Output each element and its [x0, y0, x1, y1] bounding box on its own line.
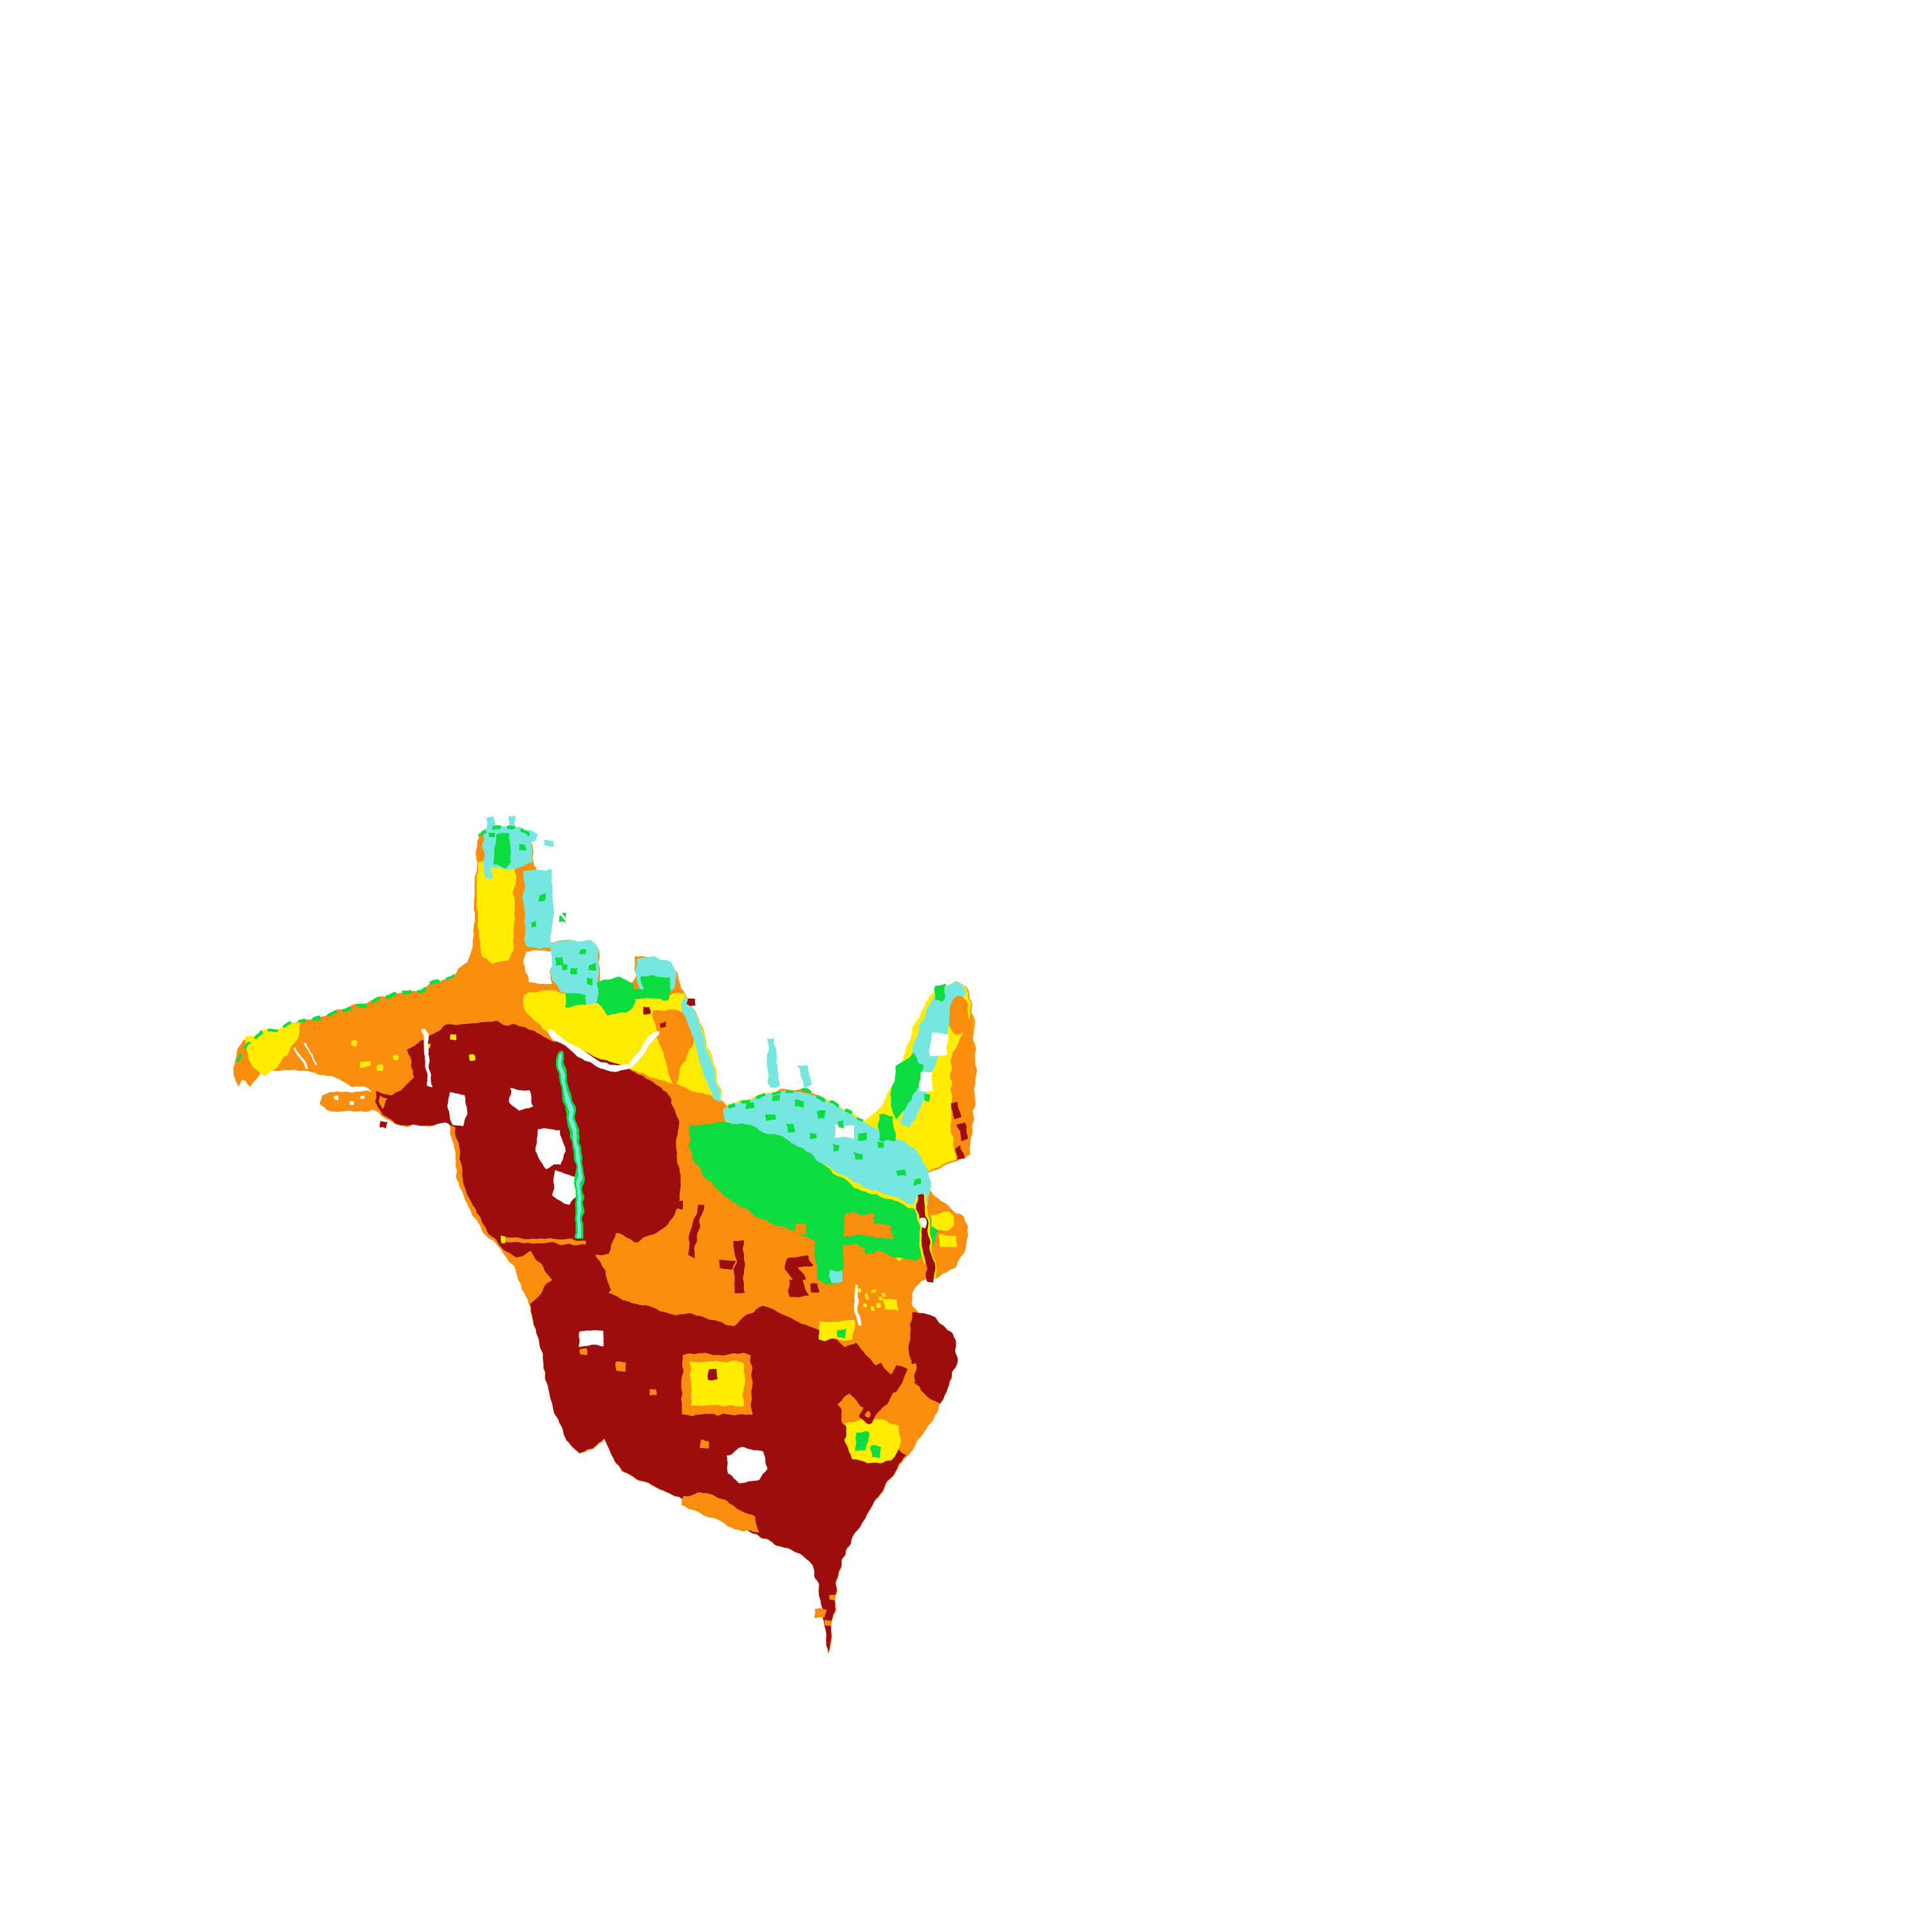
map-raster-group: [234, 816, 976, 1654]
region-dark-red-west-central: [382, 1022, 681, 1305]
river-white-road: [548, 1028, 661, 1072]
dark-red-donut-hole: [864, 1412, 870, 1418]
region-orange-wedge-in-fields: [652, 1009, 696, 1086]
breakwater-orange-core: [503, 1237, 586, 1245]
orange-oval-horn-top: [949, 994, 969, 1036]
creek-yellow-casing: [915, 1194, 936, 1278]
coastline-green-fringe: [234, 825, 864, 1123]
breakwater-yellow-tip: [501, 1236, 506, 1243]
creek-dark-red-stripe: [916, 1195, 935, 1283]
river-channel-cyan-core: [559, 1055, 582, 1238]
mid-white-road: [854, 1285, 860, 1326]
region-green-vegetation-band: [575, 983, 945, 1285]
orange-details-south: [580, 1348, 915, 1627]
creek-white-gap: [919, 1218, 925, 1229]
vertical-white-road: [422, 1027, 432, 1087]
yellow-pockets-south: [691, 1212, 956, 1465]
region-yellow-arm-and-peninsula: [245, 859, 515, 1075]
region-green-fields-speckle: [488, 832, 671, 1014]
region-cyan-wetland-band: [723, 983, 965, 1206]
canal-loop-line: [375, 1091, 408, 1119]
cyan-pocket-in-tongue: [829, 1216, 873, 1282]
field-hairline-roads: [293, 912, 597, 1070]
region-cyan-cap-and-fields: [483, 816, 811, 1103]
